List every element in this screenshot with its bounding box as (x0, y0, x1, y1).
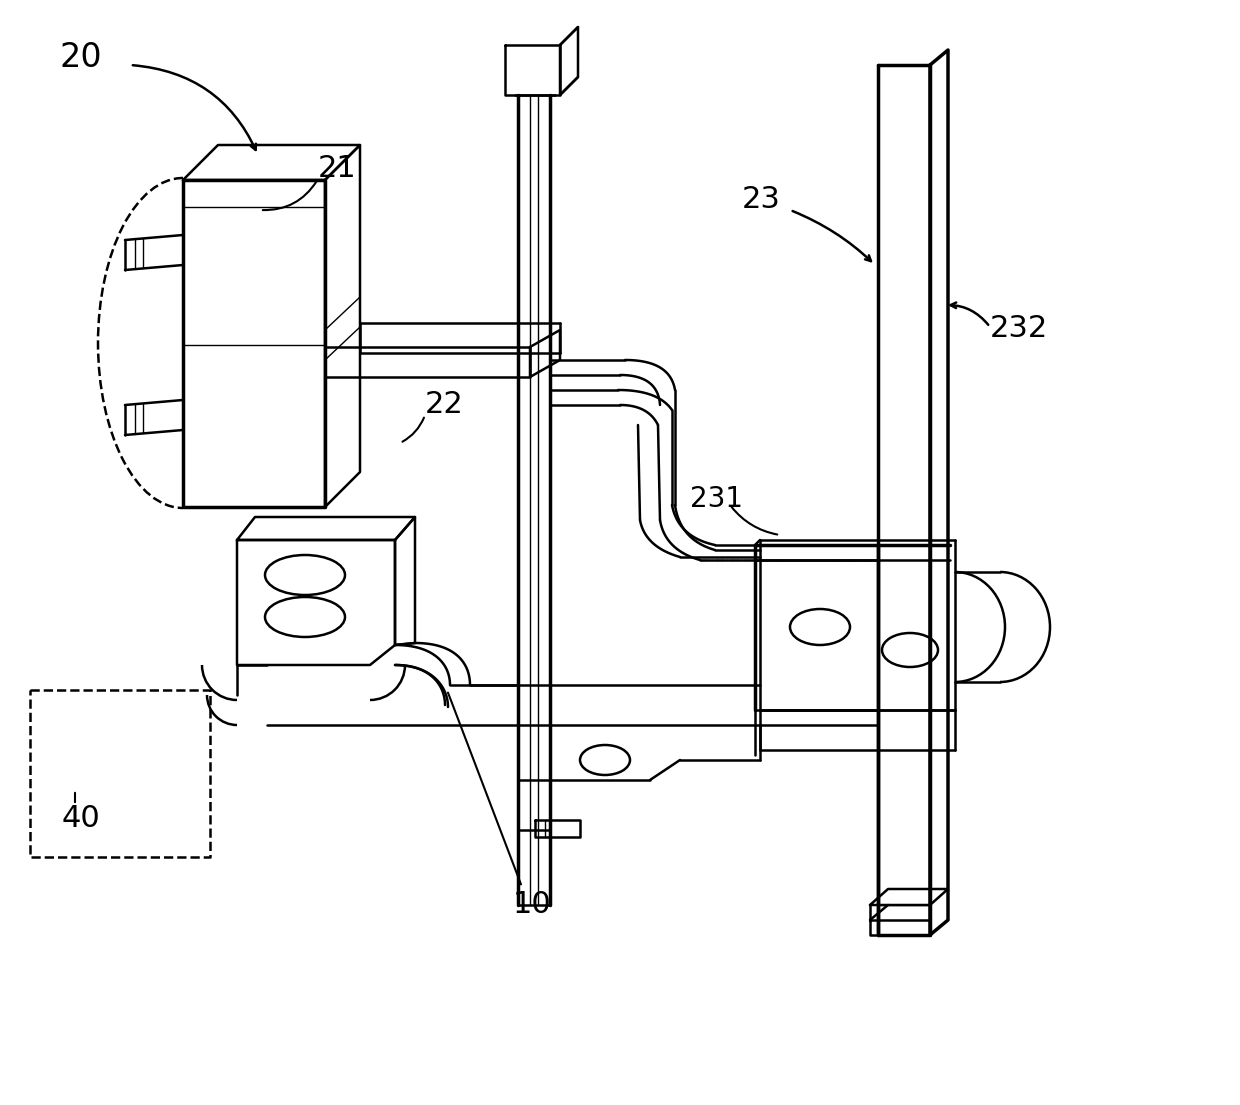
Text: 231: 231 (689, 485, 743, 513)
Text: 22: 22 (425, 390, 464, 419)
Text: 20: 20 (60, 41, 103, 74)
Text: 10: 10 (513, 890, 552, 919)
Text: 23: 23 (742, 185, 781, 214)
Text: 21: 21 (317, 154, 357, 183)
Text: 232: 232 (990, 314, 1048, 343)
Text: 40: 40 (62, 804, 100, 833)
